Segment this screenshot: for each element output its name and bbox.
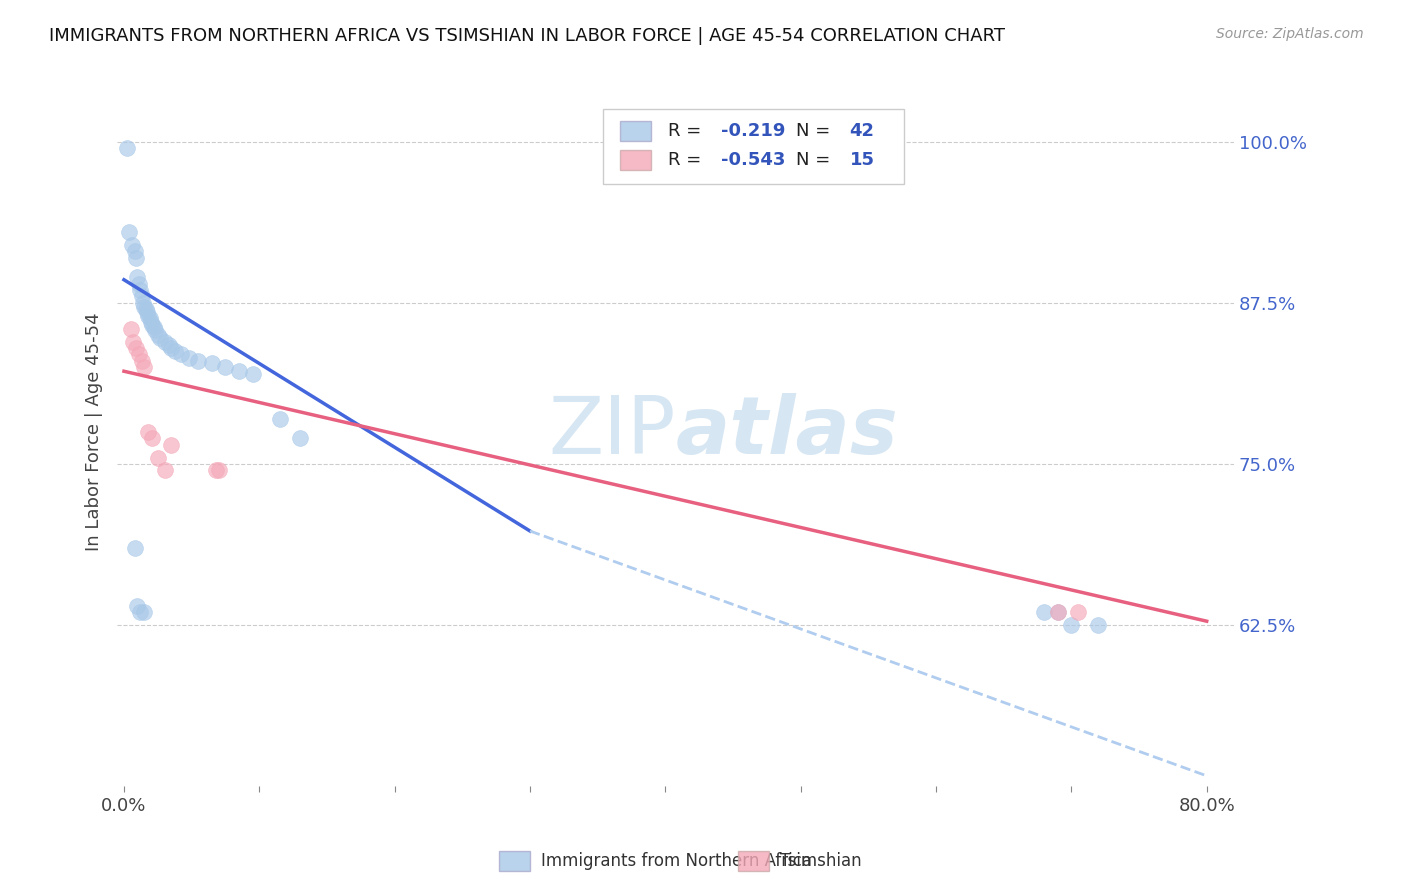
Text: R =: R =: [668, 152, 707, 169]
Point: [143, 323, 166, 337]
Point: [131, 354, 153, 368]
Point: [1033, 605, 1056, 619]
Point: [132, 296, 155, 310]
Point: [153, 463, 176, 477]
Point: [136, 425, 159, 439]
Point: [269, 412, 291, 426]
Point: [138, 311, 160, 326]
Text: ZIP: ZIP: [548, 392, 675, 471]
Y-axis label: In Labor Force | Age 45-54: In Labor Force | Age 45-54: [86, 312, 103, 551]
Point: [146, 450, 169, 465]
Point: [177, 351, 200, 366]
Point: [118, 225, 141, 239]
Bar: [620, 151, 651, 170]
Text: 42: 42: [849, 121, 875, 139]
Point: [205, 463, 228, 477]
FancyBboxPatch shape: [603, 110, 904, 184]
Point: [120, 322, 142, 336]
Point: [125, 341, 148, 355]
Point: [160, 438, 183, 452]
Point: [201, 357, 224, 371]
Text: -0.543: -0.543: [721, 152, 786, 169]
Point: [170, 347, 193, 361]
Point: [124, 244, 146, 259]
Point: [134, 300, 156, 314]
Point: [141, 318, 163, 332]
Point: [139, 315, 162, 329]
Text: N =: N =: [796, 152, 837, 169]
Point: [208, 463, 231, 477]
Point: [127, 270, 149, 285]
Point: [149, 331, 172, 345]
Text: Immigrants from Northern Africa: Immigrants from Northern Africa: [541, 852, 813, 870]
Point: [121, 238, 143, 252]
Point: [129, 283, 152, 297]
Point: [141, 431, 163, 445]
Point: [1046, 605, 1069, 619]
Text: Source: ZipAtlas.com: Source: ZipAtlas.com: [1216, 27, 1364, 41]
Point: [128, 347, 150, 361]
Point: [187, 354, 209, 368]
Point: [214, 360, 236, 375]
Text: Tsimshian: Tsimshian: [780, 852, 862, 870]
Point: [125, 251, 148, 265]
Point: [1046, 605, 1069, 619]
Point: [124, 541, 146, 555]
Point: [153, 334, 176, 349]
Text: 15: 15: [849, 152, 875, 169]
Point: [288, 431, 311, 445]
Point: [128, 277, 150, 291]
Point: [165, 343, 187, 358]
Point: [134, 605, 156, 619]
Point: [131, 289, 153, 303]
Text: R =: R =: [668, 121, 707, 139]
Text: N =: N =: [796, 121, 837, 139]
Point: [136, 305, 159, 319]
Point: [228, 364, 250, 378]
Bar: [620, 120, 651, 141]
Point: [136, 309, 159, 323]
Point: [135, 302, 157, 317]
Point: [1067, 605, 1090, 619]
Text: atlas: atlas: [675, 392, 898, 471]
Point: [134, 360, 156, 375]
Point: [115, 141, 138, 155]
Point: [122, 334, 145, 349]
Point: [1060, 618, 1083, 632]
Point: [146, 328, 169, 343]
Point: [160, 341, 183, 355]
Point: [1087, 618, 1109, 632]
Point: [157, 338, 180, 352]
Point: [242, 367, 264, 381]
Text: -0.219: -0.219: [721, 121, 786, 139]
Point: [142, 320, 165, 334]
Point: [127, 599, 149, 613]
Text: IMMIGRANTS FROM NORTHERN AFRICA VS TSIMSHIAN IN LABOR FORCE | AGE 45-54 CORRELAT: IMMIGRANTS FROM NORTHERN AFRICA VS TSIMS…: [49, 27, 1005, 45]
Point: [129, 605, 152, 619]
